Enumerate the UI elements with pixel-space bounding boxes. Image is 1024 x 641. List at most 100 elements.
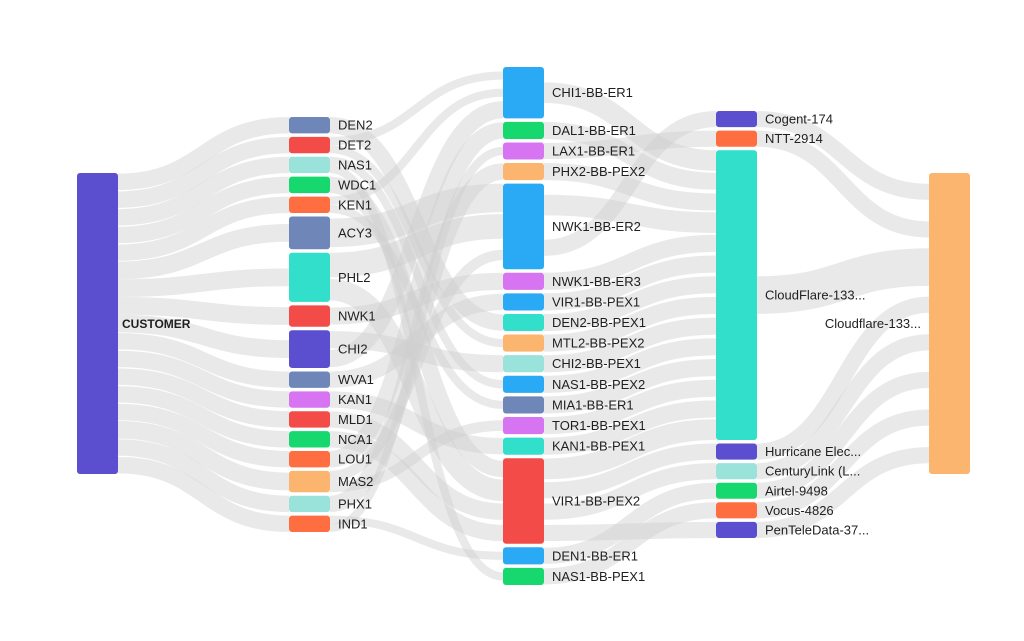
flow-links <box>117 71 930 585</box>
flow-link-det2-to-mtl2-bb-pex2 <box>329 145 504 348</box>
node-nas1-bb-pex2[interactable] <box>503 375 544 393</box>
node-label-wdc1: WDC1 <box>338 177 376 192</box>
node-label-customer: CUSTOMER <box>122 317 191 331</box>
node-wdc1[interactable] <box>289 176 330 194</box>
node-customer[interactable] <box>77 173 118 474</box>
node-nwk1-bb-er2[interactable] <box>503 183 544 270</box>
node-kan1[interactable] <box>289 391 330 408</box>
node-chi2[interactable] <box>289 330 330 368</box>
flow-link-det2-to-chi1-bb-er1 <box>329 71 504 146</box>
node-mld1[interactable] <box>289 411 330 428</box>
node-nwk1[interactable] <box>289 305 330 327</box>
flow-link-vir1-bb-pex2-to-cloudflare-133 <box>543 419 717 480</box>
flow-link-mas2-to-tor1-bb-pex1 <box>329 420 504 493</box>
node-phx2-bb-pex2[interactable] <box>503 163 544 181</box>
node-lou1[interactable] <box>289 451 330 468</box>
flow-link-ind1-to-lax1-bb-er1 <box>329 146 504 533</box>
node-label-nwk1-bb-er3: NWK1-BB-ER3 <box>552 274 641 289</box>
node-label-phl2: PHL2 <box>338 270 371 285</box>
node-mia1-bb-er1[interactable] <box>503 396 544 414</box>
node-nas1[interactable] <box>289 156 330 174</box>
node-vocus[interactable] <box>716 502 757 519</box>
flow-link-chi2-to-chi2-bb-pex1 <box>329 331 504 373</box>
node-phl2[interactable] <box>289 252 330 302</box>
node-tor1-bb-pex1[interactable] <box>503 417 544 435</box>
node-cloudflare-final[interactable] <box>929 173 970 474</box>
node-wva1[interactable] <box>289 371 330 388</box>
flow-link-phl2-to-vir1-bb-pex2 <box>328 278 505 502</box>
node-label-nas1: NAS1 <box>338 157 372 172</box>
node-kan1-bb-pex1[interactable] <box>503 437 544 455</box>
flow-link-ken1-to-chi1-bb-er1 <box>329 88 504 205</box>
flow-link-phx1-to-phx2-bb-pex2 <box>328 163 505 513</box>
node-cloudflare-133[interactable] <box>716 150 757 440</box>
node-vir1-bb-pex2[interactable] <box>503 458 544 544</box>
flow-link-nwk1-bb-er3-to-cloudflare-133 <box>543 234 717 290</box>
flow-link-lax1-bb-er1-to-ntt <box>543 130 717 160</box>
node-label-ken1: KEN1 <box>338 197 372 212</box>
flow-link-kan1-bb-pex1-to-cloudflare-133 <box>543 400 717 455</box>
node-label-den2-bb-pex1: DEN2-BB-PEX1 <box>552 315 646 330</box>
node-label-phx1: PHX1 <box>338 496 372 511</box>
node-penteledata[interactable] <box>716 521 757 538</box>
node-label-lax1-bb-er1: LAX1-BB-ER1 <box>552 144 635 159</box>
node-label-nas1-bb-pex1: NAS1-BB-PEX1 <box>552 569 645 584</box>
node-label-cloudflare-final: Cloudflare-133... <box>825 316 921 331</box>
flow-link-dal1-bb-er1-to-cloudflare-133 <box>543 121 717 190</box>
node-centurylink[interactable] <box>716 463 757 480</box>
flow-link-customer-to-acy3 <box>117 224 290 280</box>
node-den1-bb-er1[interactable] <box>503 547 544 565</box>
node-vir1-bb-pex1[interactable] <box>503 293 544 311</box>
node-chi1-bb-er1[interactable] <box>503 67 544 119</box>
node-label-airtel: Airtel-9498 <box>765 483 828 498</box>
node-nas1-bb-pex1[interactable] <box>503 567 544 585</box>
flow-link-customer-to-wdc1 <box>117 176 290 244</box>
node-mas2[interactable] <box>289 470 330 493</box>
node-den2-bb-pex1[interactable] <box>503 313 544 332</box>
node-dal1-bb-er1[interactable] <box>503 121 544 139</box>
node-hurricane[interactable] <box>716 443 757 460</box>
flow-link-cloudflare-133-to-cloudflare-final <box>756 248 930 314</box>
node-chi2-bb-pex1[interactable] <box>503 355 544 373</box>
node-nca1[interactable] <box>289 431 330 448</box>
flow-link-customer-to-chi2 <box>117 314 290 358</box>
flow-link-nas1-to-nas1-bb-pex1 <box>329 164 504 581</box>
node-ntt[interactable] <box>716 130 757 147</box>
flow-link-nwk1-bb-er2-to-cogent <box>543 111 717 256</box>
flow-link-cogent-to-cloudflare-final <box>756 111 930 200</box>
node-bars <box>77 67 970 585</box>
node-cogent[interactable] <box>716 111 757 128</box>
flow-link-customer-to-phl2 <box>117 268 290 297</box>
node-airtel[interactable] <box>716 482 757 499</box>
node-label-mtl2-bb-pex2: MTL2-BB-PEX2 <box>552 336 644 351</box>
node-label-nas1-bb-pex2: NAS1-BB-PEX2 <box>552 377 645 392</box>
node-label-dal1-bb-er1: DAL1-BB-ER1 <box>552 123 636 138</box>
node-nwk1-bb-er3[interactable] <box>503 272 544 290</box>
flow-link-nas1-bb-pex2-to-cloudflare-133 <box>543 338 717 393</box>
node-label-mia1-bb-er1: MIA1-BB-ER1 <box>552 397 634 412</box>
node-label-wva1: WVA1 <box>338 372 374 387</box>
flow-link-mld1-to-vir1-bb-pex2 <box>329 411 504 520</box>
node-ken1[interactable] <box>289 196 330 213</box>
flow-link-airtel-to-cloudflare-final <box>756 371 930 499</box>
node-den2[interactable] <box>289 117 330 134</box>
flow-link-den2-to-den2-bb-pex1 <box>329 116 504 331</box>
node-ind1[interactable] <box>289 515 330 532</box>
flow-link-acy3-to-nwk1-bb-er2 <box>329 183 504 248</box>
flow-link-customer-to-nwk1 <box>117 296 290 325</box>
node-acy3[interactable] <box>289 216 330 250</box>
node-labels: CUSTOMER DEN2 DET2 NAS1 WDC1 KEN1 ACY3 PHL2 NWK1… <box>122 85 921 584</box>
node-lax1-bb-er1[interactable] <box>503 142 544 160</box>
node-mtl2-bb-pex2[interactable] <box>503 334 544 352</box>
flow-link-customer-to-lou1 <box>117 403 290 468</box>
node-label-nca1: NCA1 <box>338 432 373 447</box>
flow-link-nas1-bb-pex1-to-vocus <box>543 502 717 585</box>
node-phx1[interactable] <box>289 495 330 513</box>
node-det2[interactable] <box>289 136 330 154</box>
node-label-nwk1: NWK1 <box>338 309 376 324</box>
flow-link-vir1-bb-pex1-to-cloudflare-133 <box>543 255 717 311</box>
node-label-chi2-bb-pex1: CHI2-BB-PEX1 <box>552 356 641 371</box>
flow-link-customer-to-nas1 <box>117 156 290 226</box>
flow-link-customer-to-mld1 <box>117 368 290 428</box>
